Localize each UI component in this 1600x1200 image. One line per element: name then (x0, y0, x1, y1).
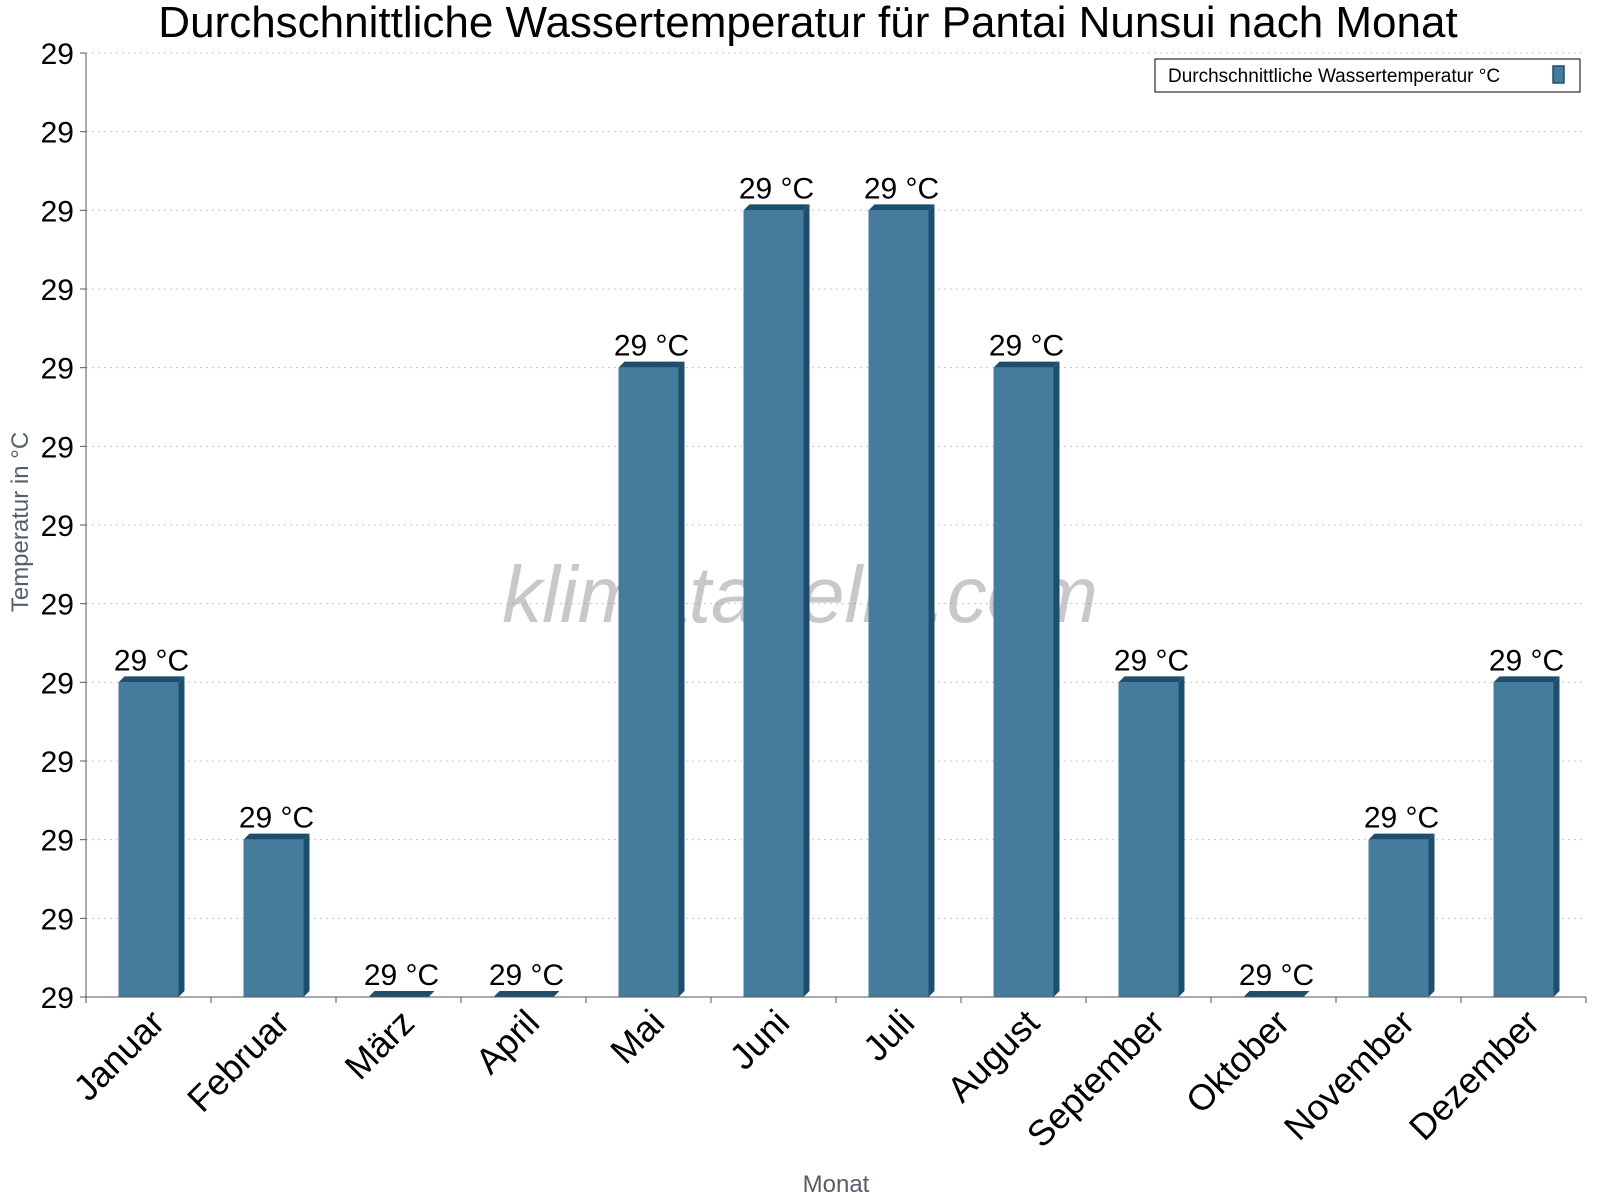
y-axis-title: Temperatur in °C (7, 432, 34, 612)
y-tick-label: 29 (41, 195, 74, 228)
bar-februar (243, 833, 310, 997)
gridlines (86, 52, 1586, 919)
data-label: 29 °C (739, 172, 814, 205)
y-tick-label: 29 (41, 274, 74, 307)
data-label: 29 °C (239, 802, 314, 835)
bar-front (1118, 682, 1179, 997)
chart-title: Durchschnittliche Wassertemperatur für P… (158, 0, 1457, 47)
data-label: 29 °C (1364, 802, 1439, 835)
bar-front (618, 367, 679, 998)
bar-front (993, 367, 1054, 998)
bar-side (1428, 833, 1435, 997)
x-ticks: Januar Februar März April Mai Juni Juli AugustS… (65, 997, 1587, 1156)
data-label: 29 °C (1239, 959, 1314, 992)
bars (118, 204, 1560, 998)
x-tick-label: Januar (65, 1002, 172, 1109)
bar-front (118, 682, 179, 997)
x-tick-label: Mai (602, 1002, 672, 1072)
bar-front (1368, 839, 1429, 997)
data-label: 29 °C (1114, 644, 1189, 677)
bar-top (993, 361, 1060, 368)
bar-side (678, 361, 685, 998)
data-label: 29 °C (1489, 644, 1564, 677)
legend: Durchschnittliche Wassertemperatur °C (1154, 58, 1581, 93)
x-tick-label: Dezember (1401, 1002, 1547, 1148)
bar-front (243, 839, 304, 997)
bar-top (618, 361, 685, 368)
bar-top (118, 676, 185, 683)
bar-top (493, 991, 560, 997)
legend-swatch (1552, 65, 1565, 84)
bar-side (1178, 676, 1185, 997)
bar-april (493, 991, 560, 997)
bar-top (1243, 991, 1310, 997)
y-tick-label: 29 (41, 38, 74, 71)
y-tick-label: 29 (41, 667, 74, 700)
bar-side (1053, 361, 1060, 998)
x-tick-label: Juni (721, 1002, 797, 1078)
bar-dezember (1493, 676, 1560, 997)
x-tick-label: März (337, 1002, 423, 1088)
bar-side (1553, 676, 1560, 997)
x-tick-label: August (939, 1002, 1047, 1110)
bar-oktober (1243, 991, 1310, 997)
bar-september (1118, 676, 1185, 997)
y-tick-label: 29 (41, 431, 74, 464)
x-tick-label: Juli (855, 1002, 922, 1069)
y-tick-label: 29 (41, 982, 74, 1015)
y-tick-label: 29 (41, 353, 74, 386)
bar-top (743, 204, 810, 211)
data-label: 29 °C (989, 330, 1064, 363)
bar-november (1368, 833, 1435, 997)
bar-august (993, 361, 1060, 998)
bar-side (303, 833, 310, 997)
x-tick-label: Oktober (1178, 1002, 1298, 1122)
y-tick-label: 29 (41, 903, 74, 936)
bar-märz (368, 991, 435, 997)
bar-side (928, 204, 935, 998)
bar-side (178, 676, 185, 997)
bar-juli (868, 204, 935, 998)
bar-front (1493, 682, 1554, 997)
legend-box (1154, 58, 1581, 93)
y-tick-label: 29 (41, 746, 74, 779)
legend-entry-label: Durchschnittliche Wassertemperatur °C (1168, 66, 1500, 87)
bar-top (368, 991, 435, 997)
bar-top (1493, 676, 1560, 683)
bar-top (1118, 676, 1185, 683)
bar-top (868, 204, 935, 211)
x-tick-label: September (1019, 1002, 1173, 1156)
x-tick-label: November (1276, 1002, 1422, 1148)
data-label: 29 °C (114, 644, 189, 677)
data-label: 29 °C (614, 330, 689, 363)
bar-januar (118, 676, 185, 997)
bar-mai (618, 361, 685, 998)
bar-side (803, 204, 810, 998)
data-label: 29 °C (864, 172, 939, 205)
y-tick-label: 29 (41, 825, 74, 858)
bar-juni (743, 204, 810, 998)
data-label: 29 °C (489, 959, 564, 992)
x-axis-title: Monat (803, 1171, 870, 1198)
data-labels: 29 °C 29 °C 29 °C 29 °C 29 °C 29 °C 29 °C 29 °C… (114, 172, 1564, 992)
bar-top (1368, 833, 1435, 840)
y-tick-label: 29 (41, 589, 74, 622)
y-tick-label: 29 (41, 117, 74, 150)
x-tick-label: Februar (179, 1002, 297, 1120)
bar-front (743, 210, 804, 998)
data-label: 29 °C (364, 959, 439, 992)
y-ticks: 29 29 29 29 29 29 29 29 29 29 29 29 29 (41, 38, 86, 1015)
bar-top (243, 833, 310, 840)
y-tick-label: 29 (41, 510, 74, 543)
bar-front (868, 210, 929, 998)
x-tick-label: April (467, 1002, 547, 1082)
